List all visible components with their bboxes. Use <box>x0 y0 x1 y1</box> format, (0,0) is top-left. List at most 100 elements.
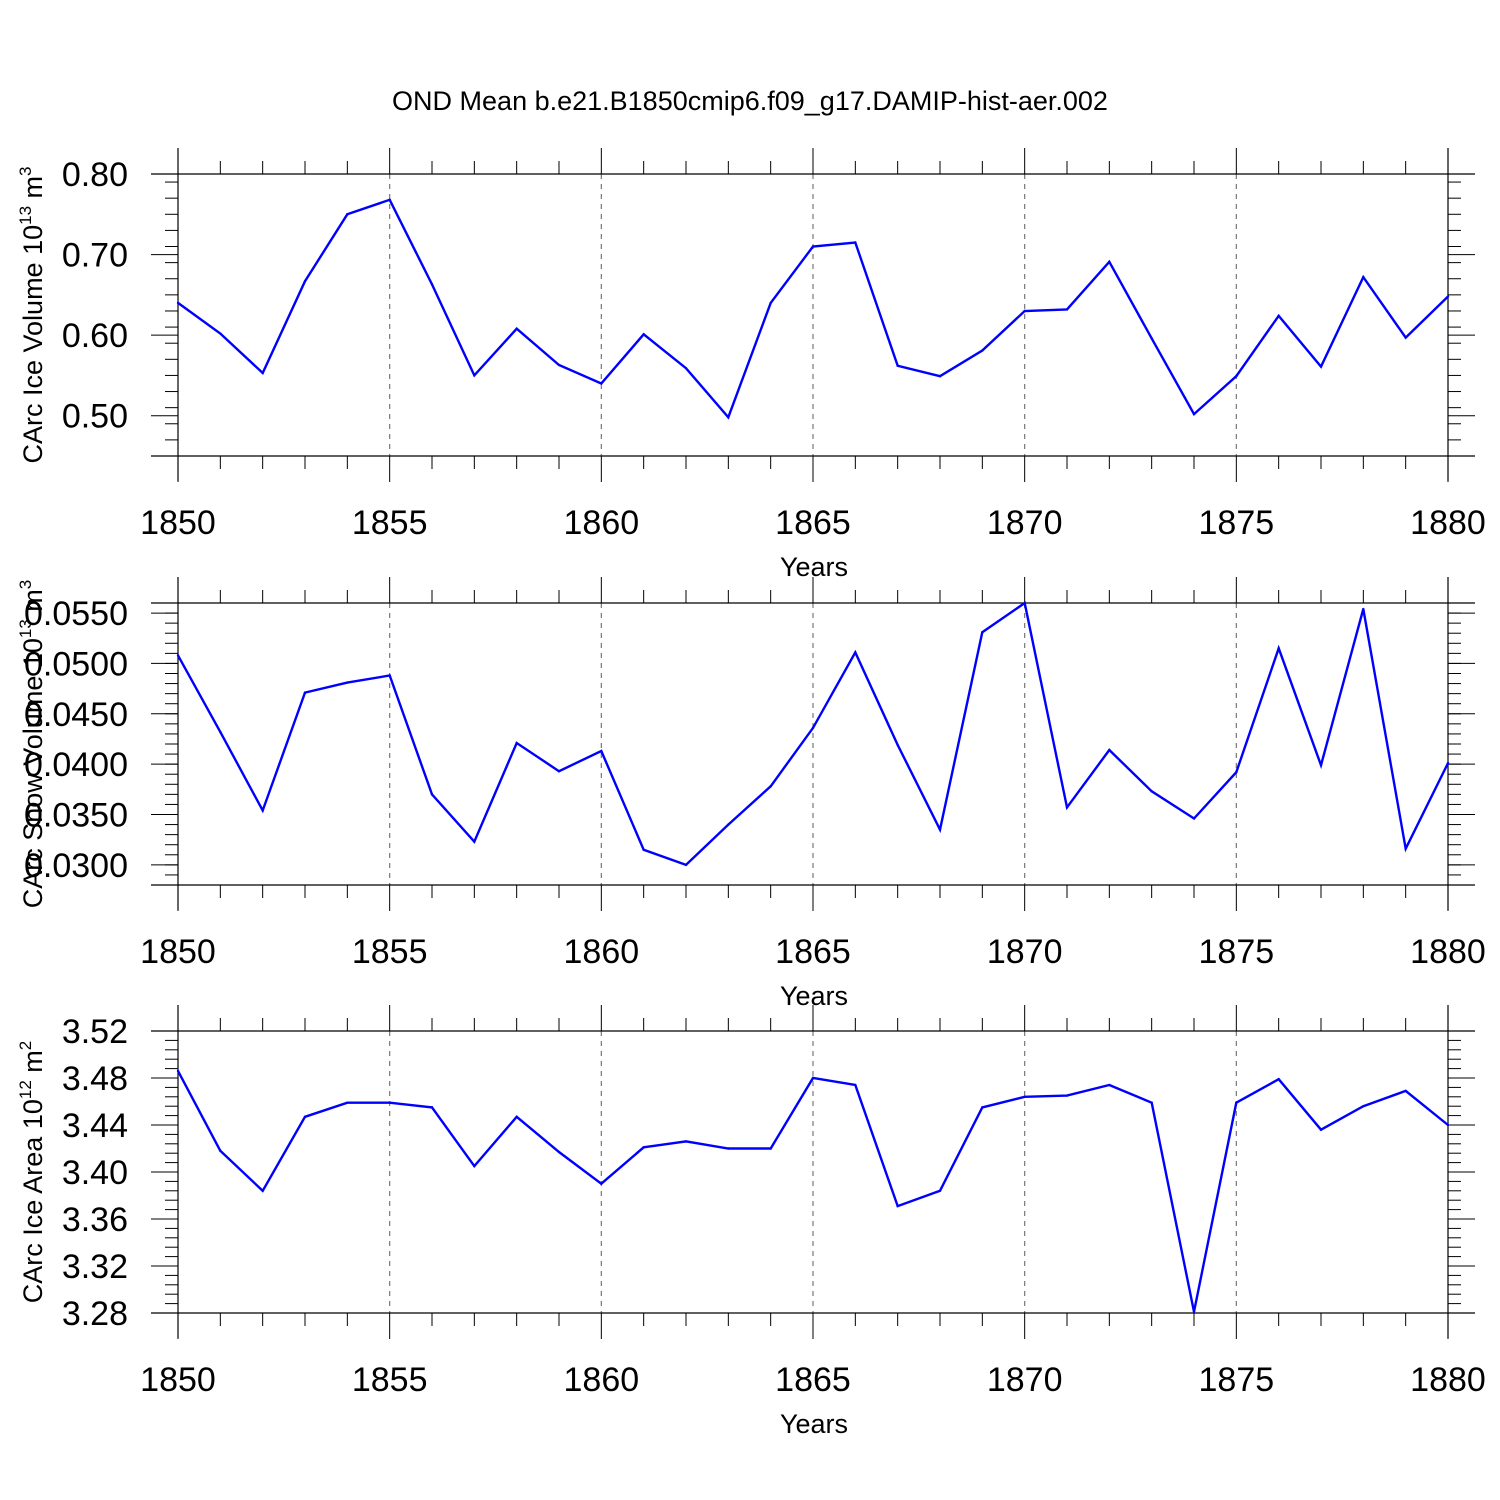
y-tick-label: 0.0450 <box>24 696 128 734</box>
data-point <box>346 1101 349 1104</box>
x-tick-label: 1855 <box>352 1361 428 1399</box>
data-point <box>388 198 391 201</box>
x-tick-label: 1850 <box>140 1361 216 1399</box>
data-point <box>176 654 180 657</box>
data-point <box>346 681 349 684</box>
data-point <box>1192 1310 1196 1314</box>
data-point <box>1023 309 1026 313</box>
chart-panel-2: 1850 1855 1860 1865 1870 1875 1880 Years 0.0300 0… <box>16 577 1486 1011</box>
x-tick-label: 1850 <box>140 504 216 542</box>
y-tick-label: 3.44 <box>62 1107 128 1145</box>
data-point <box>1277 1077 1280 1081</box>
data-point <box>684 863 688 867</box>
data-point <box>1108 1083 1111 1087</box>
data-point <box>854 1083 857 1087</box>
data-point <box>854 241 857 244</box>
data-point <box>473 374 476 377</box>
x-tick-label: 1860 <box>564 1361 640 1399</box>
y-tick-label: 3.48 <box>62 1060 128 1098</box>
data-point <box>938 1189 942 1193</box>
data-point <box>769 301 772 305</box>
data-point <box>261 1189 264 1193</box>
data-point <box>727 823 730 826</box>
data-point <box>1362 607 1365 611</box>
y-tick-label: 0.0550 <box>24 595 128 633</box>
data-point <box>811 1076 815 1080</box>
x-tick-label: 1880 <box>1410 504 1486 542</box>
y-tick-label: 0.50 <box>62 398 128 436</box>
x-tick-label: 1870 <box>987 1361 1063 1399</box>
data-point <box>1150 790 1153 793</box>
x-tick-label: 1860 <box>564 504 640 542</box>
data-point <box>981 349 984 352</box>
x-axis-label: Years <box>780 1409 848 1439</box>
data-point <box>1150 1101 1153 1104</box>
y-tick-label: 0.0350 <box>24 797 128 835</box>
y-tick-label: 0.0300 <box>24 847 128 885</box>
data-point <box>346 213 349 216</box>
data-point <box>1108 260 1111 264</box>
x-tick-label: 1875 <box>1199 933 1275 971</box>
data-point <box>219 332 222 335</box>
x-tick-label: 1880 <box>1410 1361 1486 1399</box>
data-point <box>1404 847 1407 850</box>
data-point <box>430 283 434 286</box>
data-point <box>811 245 815 248</box>
data-point <box>515 741 518 745</box>
data-point <box>1023 601 1026 605</box>
data-point <box>896 364 899 367</box>
data-point <box>303 691 307 694</box>
data-point <box>1277 314 1280 318</box>
data-point <box>219 730 222 734</box>
data-point <box>1404 336 1407 339</box>
x-tick-label: 1880 <box>1410 933 1486 971</box>
y-tick-label: 3.32 <box>62 1248 128 1286</box>
y-tick-label: 0.0400 <box>24 746 128 784</box>
data-point <box>1192 817 1196 820</box>
data-point <box>1319 365 1323 368</box>
data-point <box>219 1149 222 1153</box>
y-tick-label: 0.60 <box>62 317 128 355</box>
x-axis-label: Years <box>780 552 848 582</box>
data-point <box>727 1147 730 1150</box>
data-point <box>1065 806 1069 809</box>
x-tick-label: 1855 <box>352 504 428 542</box>
y-tick-label: 0.70 <box>62 237 128 275</box>
data-point <box>557 1150 561 1154</box>
data-point <box>642 1146 645 1149</box>
data-point <box>1150 337 1153 340</box>
data-point <box>1235 1101 1238 1104</box>
data-point <box>600 749 603 753</box>
data-point <box>303 279 307 283</box>
data-point <box>769 785 772 788</box>
y-tick-label: 3.36 <box>62 1201 128 1239</box>
data-point <box>430 1106 434 1109</box>
x-tick-label: 1875 <box>1199 1361 1275 1399</box>
data-point <box>1446 295 1450 298</box>
data-point <box>1065 308 1069 311</box>
data-point <box>557 363 561 367</box>
data-point <box>473 1164 476 1168</box>
x-tick-label: 1870 <box>987 504 1063 542</box>
data-point <box>1319 1128 1323 1131</box>
x-tick-label: 1870 <box>987 933 1063 971</box>
data-point <box>896 743 899 747</box>
data-point <box>515 1115 518 1118</box>
x-tick-label: 1860 <box>564 933 640 971</box>
data-point <box>684 366 688 370</box>
data-point <box>303 1115 307 1118</box>
data-point <box>1065 1094 1069 1097</box>
data-point <box>938 375 942 378</box>
data-point <box>938 828 942 831</box>
chart-panel-3: 1850 1855 1860 1865 1870 1875 1880 Years 3.28 3.3… <box>16 1005 1486 1439</box>
y-tick-label: 3.28 <box>62 1295 128 1333</box>
data-point <box>727 416 730 419</box>
x-tick-label: 1855 <box>352 933 428 971</box>
data-point <box>854 651 857 654</box>
y-tick-label: 3.40 <box>62 1154 128 1192</box>
data-point <box>1362 275 1365 279</box>
y-axis-label: CArc Ice Volume 1013 m3 <box>16 166 48 463</box>
data-point <box>1235 375 1238 378</box>
data-point <box>769 1147 772 1150</box>
y-tick-label: 0.80 <box>62 156 128 194</box>
